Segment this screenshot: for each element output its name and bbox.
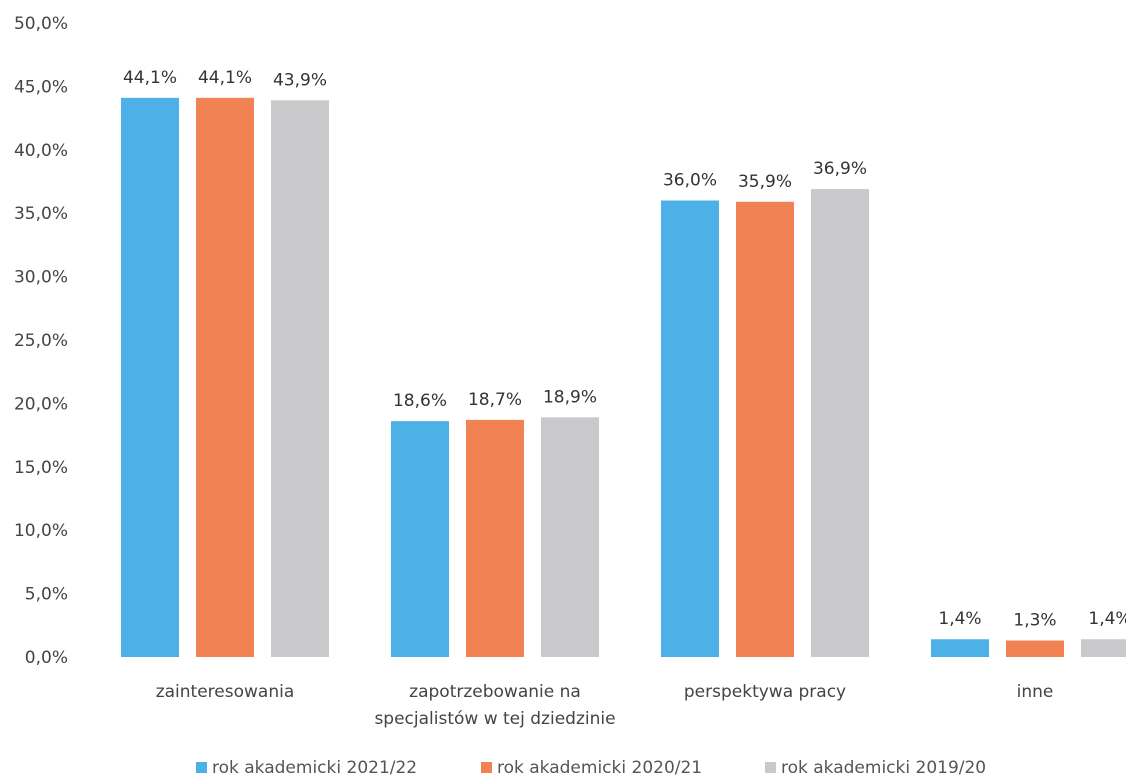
- bar: [391, 421, 449, 657]
- legend-label: rok akademicki 2021/22: [212, 758, 417, 777]
- bar: [736, 201, 794, 657]
- data-label: 1,3%: [1013, 611, 1056, 631]
- category-label: zainteresowania: [156, 682, 295, 702]
- bar: [541, 417, 599, 657]
- data-label: 18,6%: [393, 391, 447, 411]
- data-label: 36,0%: [663, 171, 717, 191]
- category-label: inne: [1017, 682, 1054, 702]
- bars: [121, 97, 1126, 657]
- y-tick-label: 25,0%: [14, 331, 68, 351]
- bar: [931, 639, 989, 657]
- y-tick-label: 35,0%: [14, 204, 68, 224]
- y-tick-label: 0,0%: [25, 648, 68, 668]
- y-tick-label: 5,0%: [25, 585, 68, 605]
- data-label: 44,1%: [198, 68, 252, 88]
- y-tick-label: 50,0%: [14, 14, 68, 34]
- legend-swatch: [196, 762, 207, 773]
- y-tick-label: 20,0%: [14, 394, 68, 414]
- bar: [1081, 639, 1126, 657]
- bar: [271, 100, 329, 657]
- legend-swatch: [765, 762, 776, 773]
- bar: [466, 419, 524, 657]
- category-label: specjalistów w tej dziedzinie: [374, 709, 615, 729]
- bar: [811, 189, 869, 657]
- category-label: perspektywa pracy: [684, 682, 846, 702]
- y-tick-label: 30,0%: [14, 268, 68, 288]
- x-axis: zainteresowania zapotrzebowanie na specjal…: [156, 682, 1054, 729]
- bar: [1006, 640, 1064, 657]
- y-tick-label: 15,0%: [14, 458, 68, 478]
- data-label: 43,9%: [273, 70, 327, 90]
- legend-label: rok akademicki 2020/21: [497, 758, 702, 777]
- y-axis: 0,0% 5,0% 10,0% 15,0% 20,0% 25,0% 30,0% 35,0% 40…: [14, 14, 68, 668]
- data-label: 35,9%: [738, 172, 792, 192]
- y-tick-label: 45,0%: [14, 77, 68, 97]
- legend-label: rok akademicki 2019/20: [781, 758, 986, 777]
- bar: [661, 200, 719, 657]
- bar: [121, 97, 179, 657]
- data-label: 18,9%: [543, 387, 597, 407]
- data-labels: 44,1% 18,6% 36,0% 1,4% 44,1% 18,7% 35,9% 1,3% 43…: [123, 68, 1126, 631]
- legend-swatch: [481, 762, 492, 773]
- category-label: zapotrzebowanie na: [409, 682, 581, 702]
- legend: rok akademicki 2021/22 rok akademicki 202…: [196, 758, 986, 777]
- y-tick-label: 10,0%: [14, 521, 68, 541]
- data-label: 18,7%: [468, 390, 522, 410]
- data-label: 1,4%: [938, 609, 981, 629]
- data-label: 44,1%: [123, 68, 177, 88]
- bar: [196, 97, 254, 657]
- data-label: 1,4%: [1088, 609, 1126, 629]
- data-label: 36,9%: [813, 159, 867, 179]
- y-tick-label: 40,0%: [14, 141, 68, 161]
